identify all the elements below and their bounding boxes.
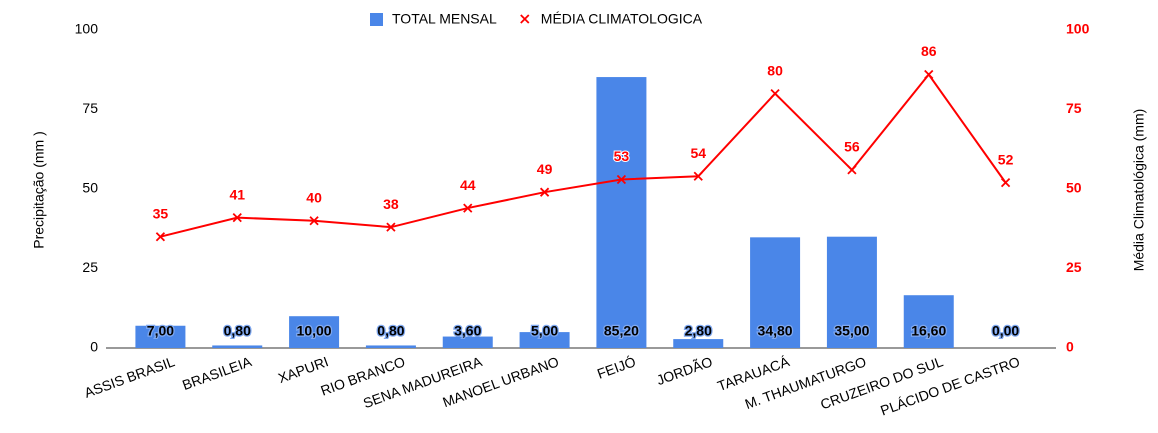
bar-value-label: 0,80 — [377, 323, 404, 339]
bar — [596, 77, 647, 349]
bar — [442, 336, 493, 348]
line-marker — [924, 69, 934, 80]
y2-tick-label: 0 — [1066, 339, 1074, 355]
y-axis-label: Precipitação (mm ) — [31, 131, 47, 248]
legend-label: TOTAL MENSAL — [392, 11, 497, 27]
bar-value-label: 5,00 — [531, 323, 558, 339]
bar — [289, 316, 340, 348]
line-value-label: 56 — [844, 139, 860, 155]
line-marker — [847, 165, 857, 175]
line-value-label: 54 — [690, 145, 706, 161]
line-value-label: 35 — [153, 205, 169, 221]
line-marker — [463, 203, 473, 213]
x-tick-label: PLÁCIDO DE CASTRO — [878, 353, 1022, 418]
line-marker — [309, 216, 319, 226]
x-tick-label: ASSIS BRASIL — [82, 353, 177, 401]
line-value-label: 86 — [921, 43, 937, 59]
bar-value-label: 35,00 — [834, 323, 869, 339]
y2-axis-label: Média Climatológica (mm) — [1131, 109, 1147, 272]
legend-label: MÉDIA CLIMATOLOGICA — [541, 11, 703, 27]
bar — [135, 325, 186, 348]
line-marker — [1000, 178, 1011, 188]
line-marker — [539, 187, 550, 197]
y-tick-label: 0 — [90, 339, 98, 355]
bar-value-label: 3,60 — [454, 323, 481, 339]
line-value-label: 44 — [460, 177, 476, 193]
line-value-label: 40 — [306, 190, 322, 206]
bar — [212, 345, 263, 348]
legend-swatch — [520, 14, 530, 24]
line-value-label: 49 — [537, 161, 553, 177]
line-marker — [693, 171, 703, 181]
y-tick-label: 75 — [82, 100, 98, 116]
bar-value-label: 7,00 — [147, 323, 174, 339]
bar-value-label: 34,80 — [758, 323, 793, 339]
y-tick-label: 25 — [82, 259, 98, 275]
y2-tick-label: 25 — [1066, 259, 1082, 275]
line-marker — [155, 232, 166, 242]
x-tick-label: BRASILEIA — [180, 353, 254, 393]
line-value-label: 41 — [229, 186, 245, 202]
bar-value-label: 0,80 — [224, 323, 251, 339]
bar — [750, 237, 801, 348]
y2-tick-label: 75 — [1066, 100, 1082, 116]
bar — [519, 332, 570, 348]
line-value-label: 52 — [998, 151, 1014, 167]
line-marker — [386, 222, 396, 232]
y-tick-label: 100 — [75, 21, 99, 37]
line-value-label: 80 — [767, 62, 783, 78]
y2-tick-label: 50 — [1066, 180, 1082, 196]
bar-value-label: 16,60 — [911, 323, 946, 339]
line-marker — [616, 174, 627, 185]
bar — [903, 295, 954, 348]
bar-value-label: 10,00 — [297, 323, 332, 339]
bar — [826, 236, 877, 348]
y-tick-label: 50 — [82, 180, 98, 196]
bar-value-label: 85,20 — [604, 323, 639, 339]
line-value-label: 38 — [383, 196, 399, 212]
x-tick-label: JORDÃO — [654, 353, 714, 388]
bar-value-label: 0,00 — [992, 323, 1019, 339]
x-tick-label: FEIJÓ — [595, 353, 638, 382]
line — [160, 72, 1007, 238]
bar — [673, 339, 724, 348]
bar-value-label: 2,80 — [685, 323, 712, 339]
bar — [365, 345, 416, 348]
line-marker — [232, 212, 242, 223]
line-marker — [770, 88, 780, 99]
line-value-label: 53 — [614, 148, 630, 164]
y2-tick-label: 100 — [1066, 21, 1090, 37]
legend-swatch — [370, 13, 383, 26]
